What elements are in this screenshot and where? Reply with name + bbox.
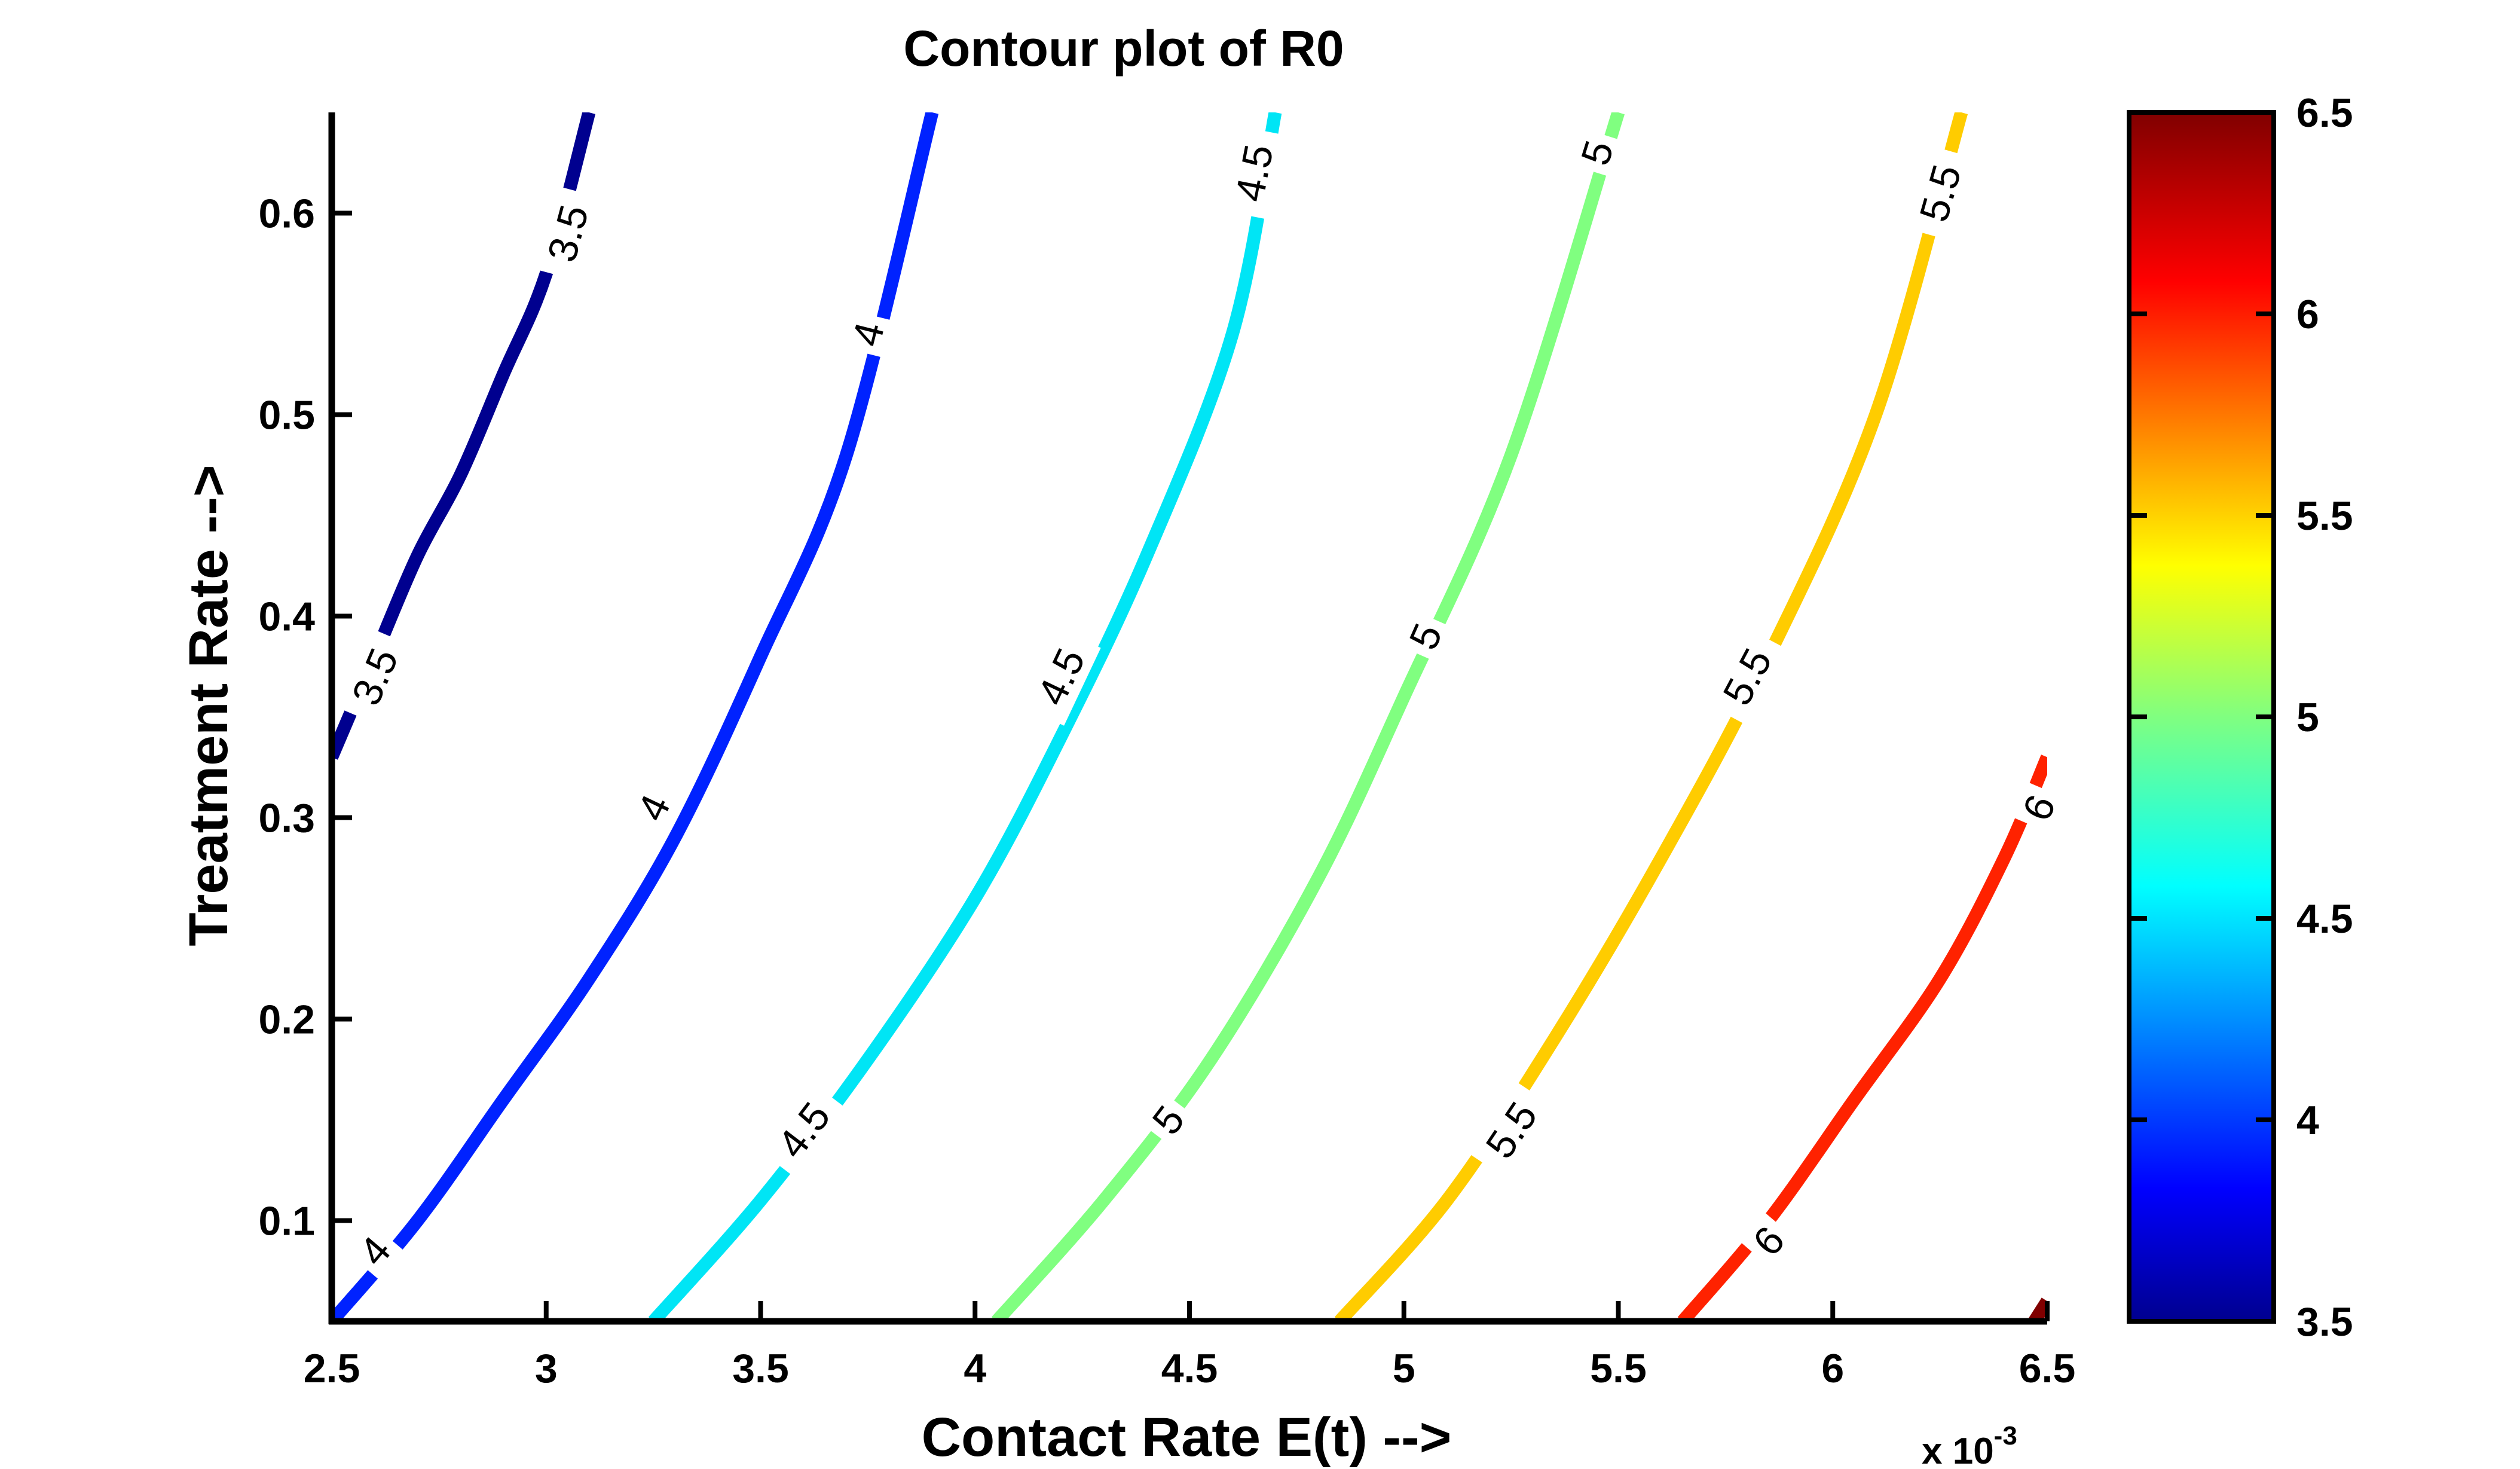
contour-label-bg xyxy=(840,309,896,359)
colorbar-tick-label: 3.5 xyxy=(2296,1299,2353,1345)
axes xyxy=(328,112,2047,1325)
contour-label-bg xyxy=(1905,145,1975,241)
contour-label-bg xyxy=(344,1220,405,1281)
y-axis-label: Treatment Rate --> xyxy=(178,465,239,946)
contour-label-text: 4.5 xyxy=(1227,141,1282,205)
contour-label: 5.5 xyxy=(1467,1080,1555,1179)
y-tick-label: 0.3 xyxy=(258,796,315,841)
contour-lines xyxy=(332,112,2047,1321)
x-tick-label: 3.5 xyxy=(732,1346,789,1391)
contour-label: 5 xyxy=(1396,609,1455,664)
contour-label: 5.5 xyxy=(1905,145,1975,241)
colorbar-tick-label: 4 xyxy=(2296,1098,2319,1143)
contour-label: 6 xyxy=(2009,780,2068,835)
contour-label: 4 xyxy=(344,1220,405,1281)
axis-ticks: 2.5 3 3.5 4 4.5 5 5.5 6 6.5 0.1 0.2 0.3 0.4 0.5 0.6 xyxy=(258,191,2075,1392)
contour-label-bg xyxy=(1396,609,1455,664)
contour-label: 3.5 xyxy=(335,627,414,726)
colorbar-tick-label: 6.5 xyxy=(2296,90,2353,136)
colorbar-gradient xyxy=(2127,110,2276,1324)
x-axis-label: Contact Rate E(t) --> xyxy=(922,1407,1452,1468)
contour-label-bg xyxy=(1020,627,1101,726)
contour-label-bg xyxy=(758,1081,849,1179)
contour-label-text: 5.5 xyxy=(1911,160,1970,227)
colorbar-ticks: 3.5 4 4.5 5 5.5 6 6.5 xyxy=(2129,90,2353,1345)
contour-label-bg xyxy=(1568,127,1626,178)
colorbar-tick-label: 4.5 xyxy=(2296,896,2353,942)
contour-label: 4 xyxy=(840,309,896,359)
contour-line-6 xyxy=(1677,755,2047,1321)
x-axis-multiplier: x 10-3 xyxy=(1922,1421,2017,1469)
contour-label-bg xyxy=(1467,1080,1555,1179)
contour-line-4_5 xyxy=(648,112,1282,1321)
contour-label-bg xyxy=(2009,780,2068,835)
contour-label-bg xyxy=(1222,126,1286,220)
contour-label: 4.5 xyxy=(1222,126,1286,220)
contour-label-bg xyxy=(623,780,683,835)
x-tick-label: 6.5 xyxy=(2019,1346,2076,1391)
contour-label-bg xyxy=(533,185,602,282)
x-tick-label: 6 xyxy=(1821,1346,1844,1391)
y-tick-label: 0.2 xyxy=(258,997,315,1043)
x-axis-multiplier-exponent: -3 xyxy=(1994,1421,2017,1450)
y-tick-label: 0.6 xyxy=(258,191,315,237)
y-tick-label: 0.1 xyxy=(258,1199,315,1244)
contour-label-bg xyxy=(335,627,414,726)
contour-line-5_5 xyxy=(1334,112,1968,1321)
contour-line-4 xyxy=(332,112,939,1321)
contour-label: 5 xyxy=(1568,127,1626,178)
contour-label: 6 xyxy=(1738,1210,1799,1271)
y-tick-label: 0.4 xyxy=(258,594,315,640)
colorbar-tick-label: 5.5 xyxy=(2296,493,2353,539)
contour-label-text: 3.5 xyxy=(539,200,598,267)
x-tick-label: 4 xyxy=(964,1346,986,1391)
x-axis-multiplier-base: x 10 xyxy=(1922,1431,1994,1469)
x-tick-label: 5.5 xyxy=(1590,1346,1647,1391)
contour-line-5 xyxy=(991,112,1625,1321)
colorbar-tick-label: 5 xyxy=(2296,695,2319,740)
x-tick-label: 5 xyxy=(1393,1346,1415,1391)
y-tick-label: 0.5 xyxy=(258,393,315,438)
x-tick-label: 4.5 xyxy=(1161,1346,1218,1391)
x-tick-label: 3 xyxy=(535,1346,558,1391)
x-tick-label: 2.5 xyxy=(304,1346,360,1391)
contour-label-bg xyxy=(1738,1210,1799,1271)
colorbar: 3.5 4 4.5 5 5.5 6 6.5 xyxy=(2127,90,2353,1345)
colorbar-tick-label: 6 xyxy=(2296,292,2319,337)
contour-label-bg xyxy=(1137,1090,1199,1150)
contour-label: 3.5 xyxy=(533,185,602,282)
chart-title: Contour plot of R0 xyxy=(903,20,1344,77)
contour-label-bg xyxy=(1705,627,1788,726)
